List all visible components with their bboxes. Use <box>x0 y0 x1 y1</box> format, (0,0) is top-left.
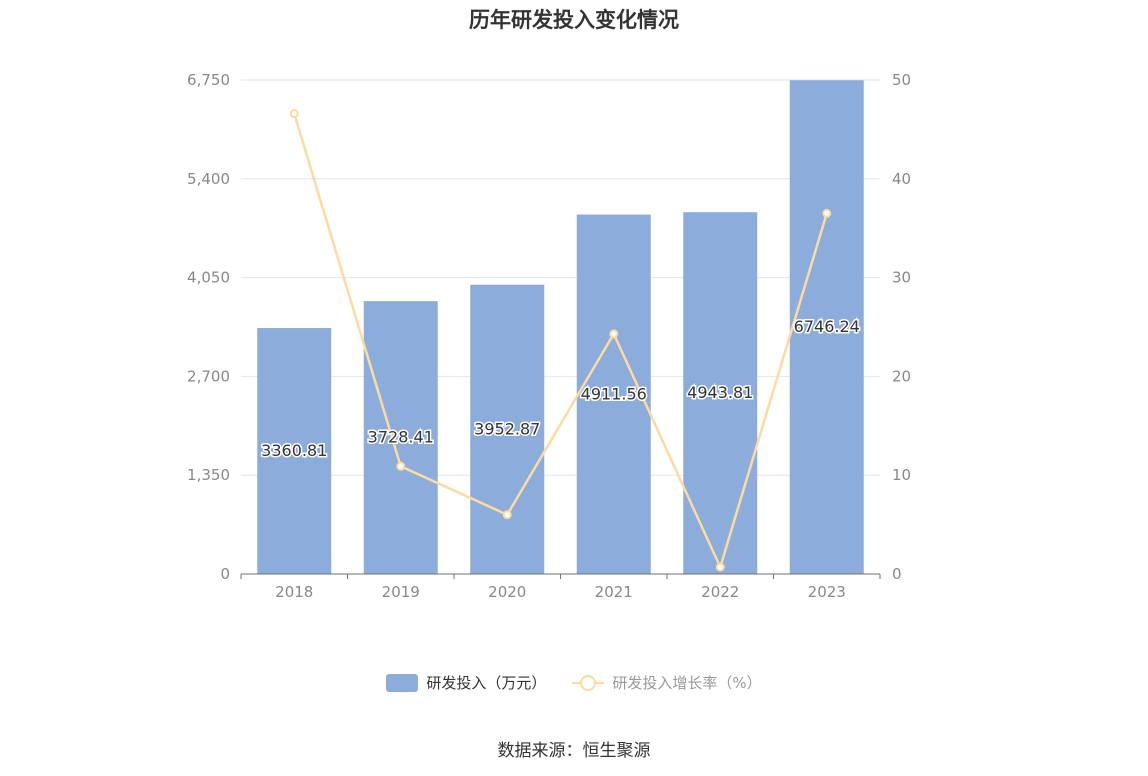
legend-line-dot-icon <box>580 674 597 691</box>
legend-label-line: 研发投入增长率（%） <box>612 674 762 692</box>
label-layer: 3360.81 3728.41 3952.87 4911.56 4943.81 6746.… <box>260 316 862 462</box>
axis-layer: 0 1,350 2,700 4,050 5,400 6,750 0 10 20 30 40 50 201… <box>187 71 911 601</box>
legend-line-swatch <box>572 674 605 692</box>
bar-value-label: 4911.56 <box>581 384 647 403</box>
x-tick-label: 2021 <box>595 583 633 601</box>
grid-layer <box>241 79 880 476</box>
growth-line <box>293 113 828 571</box>
bar <box>576 214 651 574</box>
y-left-tick-label: 2,700 <box>187 367 230 385</box>
bar <box>257 328 332 574</box>
y-left-tick-label: 4,050 <box>187 269 230 287</box>
bar-value-label: 4943.81 <box>687 383 753 402</box>
legend-item-bar[interactable]: 研发投入（万元） <box>386 672 546 693</box>
bar <box>789 80 864 574</box>
y-left-tick-label: 6,750 <box>187 71 230 89</box>
bar-value-label: 6746.24 <box>794 317 860 336</box>
y-right-tick-label: 40 <box>892 170 911 188</box>
bar-value-label: 3728.41 <box>368 428 434 447</box>
chart-title: 历年研发投入变化情况 <box>469 8 679 32</box>
y-right-tick-label: 0 <box>892 565 902 583</box>
growth-point <box>822 208 832 218</box>
y-right-tick-label: 30 <box>892 269 911 287</box>
x-tick-label: 2023 <box>808 583 846 601</box>
y-left-tick-label: 5,400 <box>187 170 230 188</box>
x-tick-label: 2022 <box>701 583 739 601</box>
y-right-tick-label: 50 <box>892 71 911 89</box>
growth-point <box>396 461 406 471</box>
growth-point <box>289 109 299 119</box>
y-left-tick-label: 1,350 <box>187 466 230 484</box>
x-tick-label: 2019 <box>382 583 420 601</box>
x-tick-label: 2018 <box>275 583 313 601</box>
legend-label-bar: 研发投入（万元） <box>426 674 547 692</box>
y-right-tick-label: 10 <box>892 466 911 484</box>
source-note: 数据来源：恒生聚源 <box>497 741 651 761</box>
legend-item-line[interactable]: 研发投入增长率（%） <box>572 672 762 693</box>
bar <box>470 284 545 574</box>
bar-value-label: 3952.87 <box>474 419 540 438</box>
line-layer <box>289 109 832 572</box>
growth-point <box>609 329 619 339</box>
bar-value-label: 3360.81 <box>261 441 327 460</box>
bar-layer <box>257 80 864 575</box>
x-tick-label: 2020 <box>488 583 526 601</box>
legend: 研发投入（万元） 研发投入增长率（%） <box>0 672 1148 693</box>
legend-bar-swatch <box>386 673 419 692</box>
bar <box>363 301 438 574</box>
y-left-tick-label: 0 <box>220 565 230 583</box>
growth-point <box>715 562 725 572</box>
y-right-tick-label: 20 <box>892 367 911 385</box>
growth-point <box>502 510 512 520</box>
